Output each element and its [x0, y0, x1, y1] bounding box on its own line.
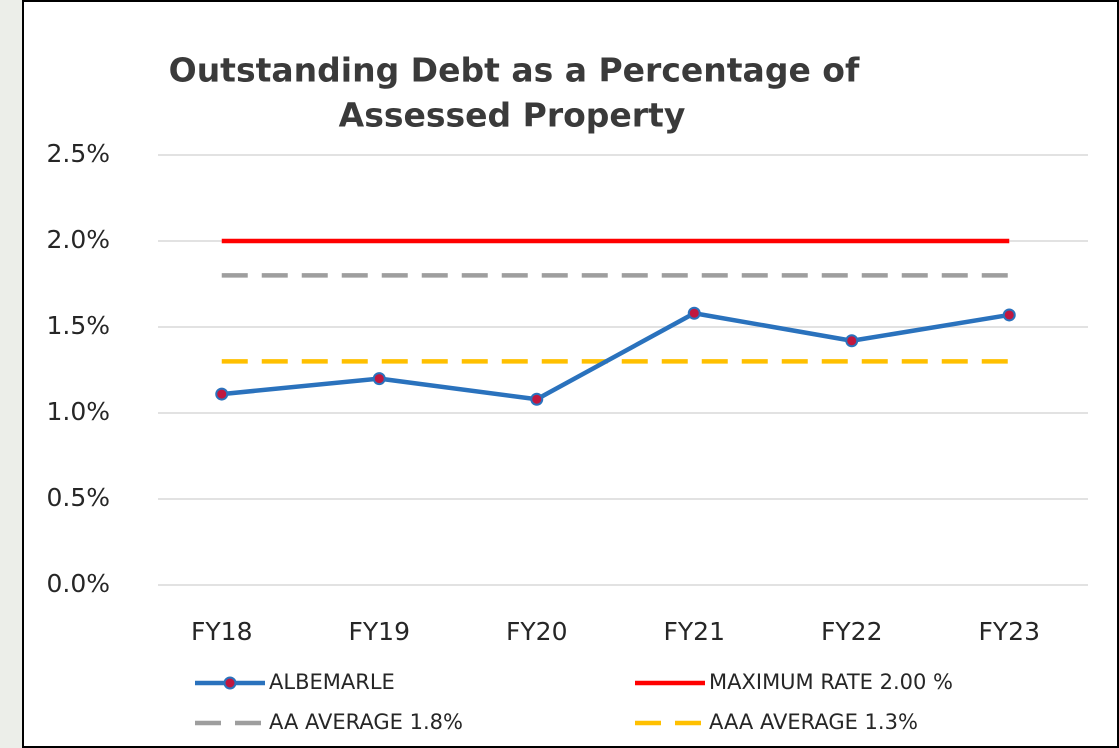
y-tick-label: 1.0%	[46, 397, 110, 426]
data-point	[372, 372, 386, 386]
y-tick-label: 0.5%	[46, 483, 110, 512]
chart-frame	[22, 0, 1119, 748]
legend-marker	[223, 676, 237, 690]
y-tick-label: 2.5%	[46, 139, 110, 168]
chart-title: Assessed Property	[339, 96, 686, 135]
y-tick-label: 0.0%	[46, 569, 110, 598]
x-tick-label: FY21	[664, 617, 725, 646]
chart-title: Outstanding Debt as a Percentage of	[169, 51, 860, 90]
x-tick-label: FY19	[349, 617, 410, 646]
legend-label: AA AVERAGE 1.8%	[269, 710, 463, 734]
x-tick-label: FY20	[506, 617, 567, 646]
series-line	[221, 310, 1010, 402]
data-point	[687, 306, 701, 320]
legend-label: MAXIMUM RATE 2.00 %	[709, 670, 953, 694]
data-point	[530, 392, 544, 406]
x-tick-label: FY22	[821, 617, 882, 646]
data-point	[215, 387, 229, 401]
data-point	[1002, 308, 1016, 322]
x-tick-label: FY18	[191, 617, 252, 646]
data-point	[845, 334, 859, 348]
y-tick-label: 2.0%	[46, 225, 110, 254]
y-tick-label: 1.5%	[46, 311, 110, 340]
x-tick-label: FY23	[979, 617, 1040, 646]
legend-label: ALBEMARLE	[269, 670, 395, 694]
legend-label: AAA AVERAGE 1.3%	[709, 710, 918, 734]
